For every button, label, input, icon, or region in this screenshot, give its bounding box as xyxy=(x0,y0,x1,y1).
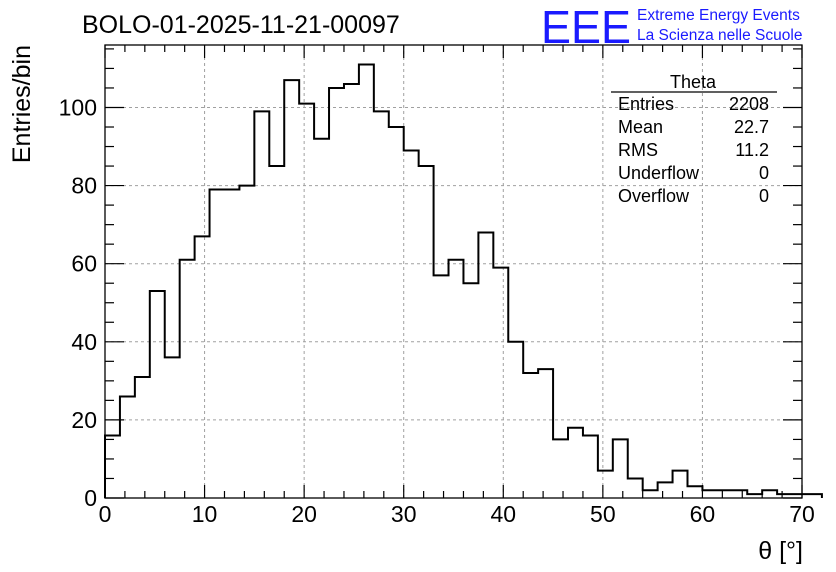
y-tick-label: 100 xyxy=(59,94,97,120)
plot-frame xyxy=(104,44,803,499)
stats-value: 11.2 xyxy=(735,140,769,160)
chart-title: BOLO-01-2025-11-21-00097 xyxy=(82,11,400,39)
y-tick-label: 80 xyxy=(71,173,97,199)
logo-line-2: La Scienza nelle Scuole xyxy=(637,27,802,44)
stats-label: Overflow xyxy=(618,186,690,206)
stats-value: 0 xyxy=(759,186,769,206)
stats-label: Mean xyxy=(618,117,663,137)
stats-label: RMS xyxy=(618,140,658,160)
x-tick-labels: 0 10 20 30 40 50 60 70 xyxy=(99,501,815,527)
histogram-bars xyxy=(104,63,823,498)
x-tick-label: 50 xyxy=(590,501,616,527)
x-axis-label: θ [°] xyxy=(758,537,803,565)
stats-rows: Entries 2208 Mean 22.7 RMS 11.2 Underflow 0 Over… xyxy=(618,94,769,206)
stats-box: Theta Entries 2208 Mean 22.7 RMS 11.2 Underflo… xyxy=(611,72,777,206)
x-tick-label: 40 xyxy=(490,501,516,527)
stats-label: Underflow xyxy=(618,163,700,183)
y-tick-label: 0 xyxy=(84,485,97,511)
logo-line-1: Extreme Energy Events xyxy=(637,7,800,24)
stats-value: 22.7 xyxy=(734,117,769,137)
stats-value: 0 xyxy=(759,163,769,183)
y-tick-label: 40 xyxy=(71,329,97,355)
x-tick-label: 0 xyxy=(99,501,112,527)
stats-title: Theta xyxy=(670,72,717,92)
y-tick-label: 60 xyxy=(71,251,97,277)
x-tick-label: 30 xyxy=(391,501,417,527)
y-tick-label: 20 xyxy=(71,407,97,433)
y-axis-label: Entries/bin xyxy=(8,45,36,163)
grid xyxy=(105,45,802,498)
histogram-outline xyxy=(104,63,823,498)
stats-value: 2208 xyxy=(729,94,769,114)
y-tick-labels: 0 20 40 60 80 100 xyxy=(59,94,97,511)
eee-logo: EEE Extreme Energy Events La Scienza nel… xyxy=(541,1,802,53)
x-tick-label: 10 xyxy=(192,501,218,527)
x-tick-label: 70 xyxy=(789,501,815,527)
stats-label: Entries xyxy=(618,94,674,114)
x-tick-label: 20 xyxy=(291,501,317,527)
logo-mark: EEE xyxy=(541,1,631,53)
x-tick-label: 60 xyxy=(690,501,716,527)
